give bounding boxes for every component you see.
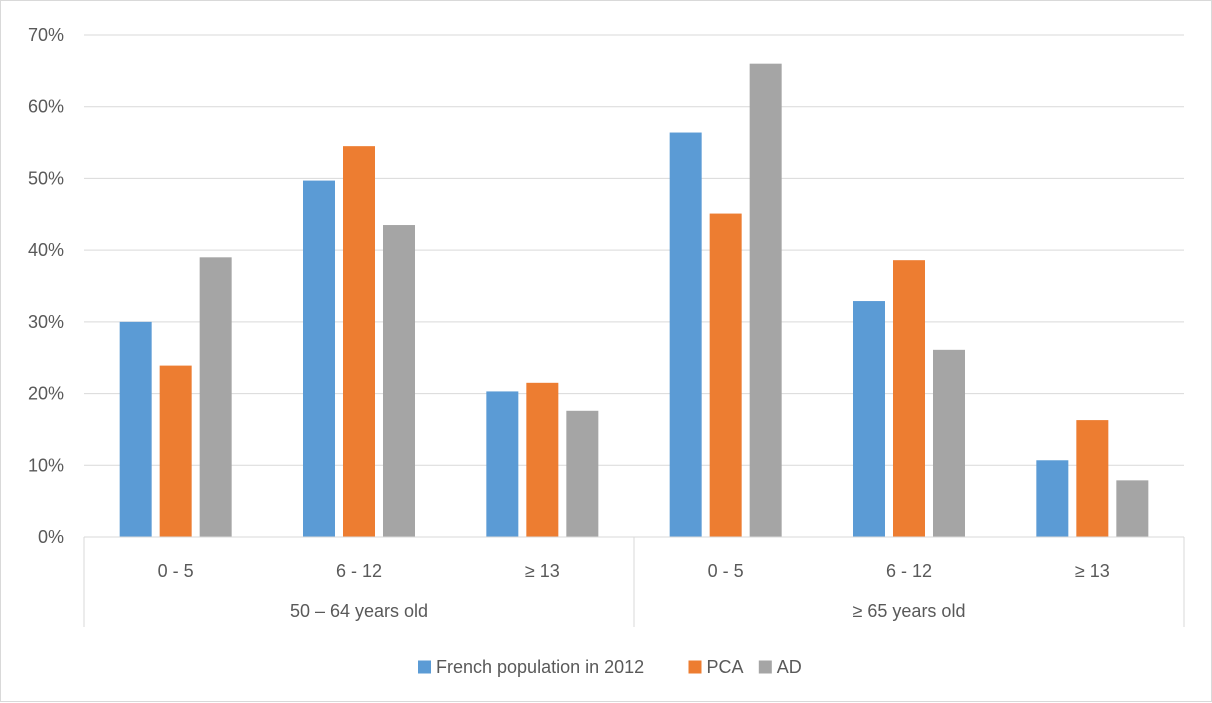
bar	[749, 63, 782, 537]
bar	[669, 132, 702, 537]
bar	[486, 391, 519, 537]
x-tick-label: 0 - 5	[708, 561, 744, 581]
bar	[566, 410, 599, 537]
legend-swatch	[418, 660, 431, 674]
bar	[1036, 460, 1069, 537]
y-tick-label: 70%	[28, 25, 64, 45]
bar	[1076, 420, 1109, 537]
bar	[853, 301, 885, 537]
bar	[343, 146, 375, 537]
gridlines	[84, 34, 1184, 466]
bar	[199, 257, 232, 537]
x-tick-label: ≥ 13	[525, 561, 560, 581]
legend-label: AD	[777, 657, 802, 677]
x-axis: 0 - 5 6 - 12 ≥ 13 0 - 5 6 - 12 ≥ 13 50 – 64 ye…	[83, 536, 1185, 627]
legend-swatch	[688, 660, 702, 674]
x-tick-label: 6 - 12	[886, 561, 932, 581]
bar	[709, 213, 742, 537]
legend-item: PCA	[688, 657, 744, 677]
x-group-label: ≥ 65 years old	[853, 601, 966, 621]
bar	[933, 349, 965, 537]
bar	[526, 382, 559, 537]
legend-item: French population in 2012	[418, 657, 644, 677]
legend-label: PCA	[707, 657, 744, 677]
bar	[383, 225, 415, 538]
legend-item: AD	[758, 657, 802, 677]
bar	[159, 365, 192, 537]
x-tick-label: ≥ 13	[1075, 561, 1110, 581]
y-tick-label: 40%	[28, 240, 64, 260]
bar	[893, 260, 925, 537]
y-tick-label: 30%	[28, 312, 64, 332]
y-tick-label: 0%	[38, 527, 64, 547]
y-axis-tick-labels: 0% 10% 20% 30% 40% 50% 60% 70%	[28, 25, 64, 547]
y-tick-label: 50%	[28, 168, 64, 188]
x-group-label: 50 – 64 years old	[290, 601, 428, 621]
bars	[119, 63, 1149, 538]
y-tick-label: 20%	[28, 384, 64, 404]
bar	[119, 321, 152, 537]
x-tick-label: 0 - 5	[158, 561, 194, 581]
legend-label: French population in 2012	[436, 657, 644, 677]
legend-swatch	[758, 660, 772, 674]
y-tick-label: 60%	[28, 97, 64, 117]
y-tick-label: 10%	[28, 455, 64, 475]
legend: French population in 2012 PCA AD	[418, 657, 802, 677]
bar	[303, 180, 335, 537]
bar	[1116, 480, 1149, 537]
x-tick-label: 6 - 12	[336, 561, 382, 581]
